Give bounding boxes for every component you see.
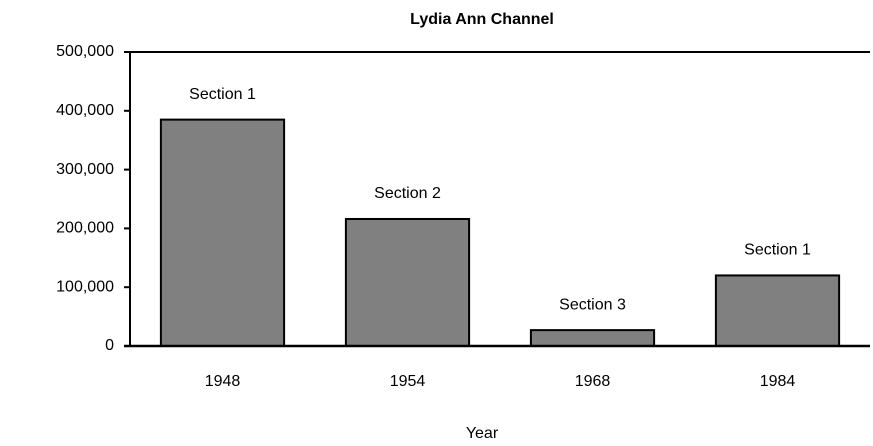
y-tick-label: 300,000 (56, 161, 114, 178)
x-tick-label: 1984 (760, 373, 796, 390)
y-tick-label: 100,000 (56, 278, 114, 295)
chart-title: Lydia Ann Channel (410, 11, 554, 28)
x-tick-label: 1968 (575, 373, 611, 390)
x-tick-label: 1948 (205, 373, 241, 390)
x-tick-label: 1954 (390, 373, 426, 390)
y-tick-label: 500,000 (56, 43, 114, 60)
bar-annotation: Section 1 (189, 86, 256, 103)
y-tick-label: 0 (105, 337, 114, 354)
bar-annotation: Section 1 (744, 242, 811, 259)
bar (344, 217, 471, 348)
x-axis-label: Year (466, 425, 499, 442)
y-tick-label: 400,000 (56, 102, 114, 119)
bar (529, 329, 656, 347)
bar-annotation: Section 3 (559, 296, 626, 313)
bar-annotation: Section 2 (374, 185, 441, 202)
bar (714, 274, 841, 347)
y-tick-label: 200,000 (56, 220, 114, 237)
bar (159, 118, 286, 348)
